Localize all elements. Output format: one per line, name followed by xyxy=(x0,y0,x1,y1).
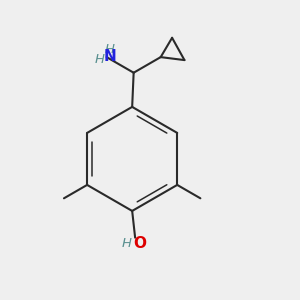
Text: H: H xyxy=(121,236,131,250)
Text: N: N xyxy=(103,49,116,64)
Text: H: H xyxy=(95,53,105,66)
Text: H: H xyxy=(105,43,115,56)
Text: O: O xyxy=(133,236,146,250)
